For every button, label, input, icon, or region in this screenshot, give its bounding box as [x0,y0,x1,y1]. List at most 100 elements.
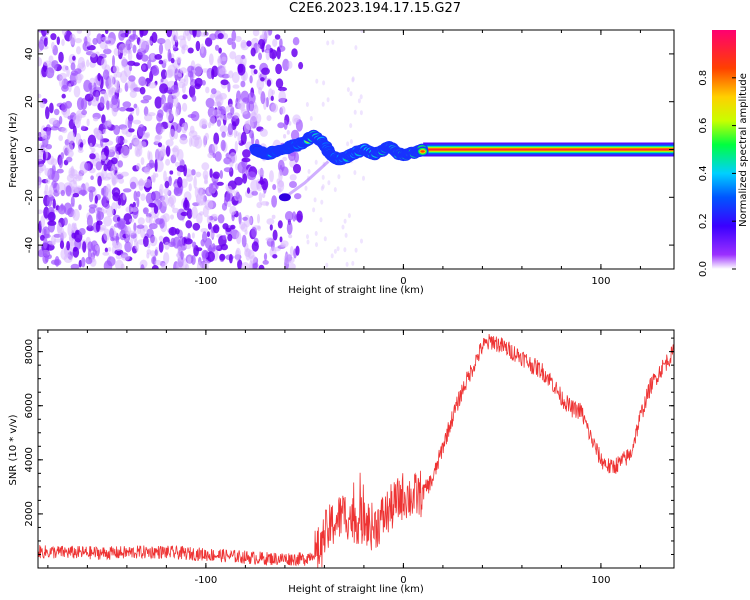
heatmap-cell [70,62,76,71]
heatmap-cell [228,70,234,79]
heatmap-cell [181,83,186,94]
heatmap-cell [157,109,164,118]
heatmap-cell [272,184,277,190]
heatmap-cell [277,220,283,229]
heatmap-cell [222,234,227,240]
heatmap-cell [38,181,42,189]
heatmap-cell [346,141,350,147]
heatmap-cell [137,217,145,225]
heatmap-cell [56,168,64,174]
heatmap-cell [323,236,327,242]
heatmap-cell [205,86,210,94]
heatmap-cell [41,132,48,139]
heatmap-cell [163,252,170,265]
heatmap-cell [177,176,183,188]
heatmap-cell [126,230,136,235]
heatmap-cell [178,78,186,83]
heatmap-cell [72,193,80,198]
heatmap-cell [336,246,340,252]
heatmap-cell [208,183,214,194]
heatmap-cell [217,214,225,224]
heatmap-cell [192,222,201,231]
heatmap-cell [103,48,112,55]
heatmap-cell [96,33,103,45]
heatmap-cell [151,265,159,269]
heatmap-cell [248,217,253,225]
heatmap-cell [48,240,56,246]
heatmap-cell [107,247,112,252]
heatmap-cell [95,161,103,171]
heatmap-cell [137,124,146,137]
heatmap-cell [221,73,230,79]
heatmap-cell [42,233,51,239]
heatmap-cell [154,159,158,172]
heatmap-cell [180,250,184,260]
heatmap-cell [66,143,74,153]
heatmap-cell [75,115,81,129]
heatmap-cell [43,237,48,249]
heatmap-cell [294,193,302,200]
heatmap-cell [173,187,183,197]
heatmap-cell [168,175,172,187]
heatmap-cell [159,183,164,196]
heatmap-cell [143,178,152,188]
heatmap-cell [142,95,152,101]
heatmap-cell [176,56,182,63]
heatmap-cell [137,180,145,187]
heatmap-cell [295,119,303,132]
heatmap-cell [133,190,138,202]
heatmap-cell [72,209,80,221]
heatmap-cell [160,144,166,158]
heatmap-cell [95,130,103,140]
heatmap-cell [69,241,75,252]
heatmap-cell [89,77,96,85]
heatmap-cell [190,111,200,122]
heatmap-cell [315,242,318,248]
heatmap-cell [293,117,300,123]
heatmap-cell [93,117,99,122]
heatmap-cell [257,168,265,176]
heatmap-cell [86,59,90,68]
heatmap-cell [121,254,130,261]
heatmap-cell [199,32,207,37]
heatmap-cell [185,220,193,229]
heatmap-cell [209,33,217,41]
heatmap-cell [217,58,222,64]
heatmap-cell [283,134,287,139]
heatmap-cell [66,240,70,251]
heatmap-cell [201,80,206,86]
heatmap-cell [230,224,236,230]
heatmap-cell [47,189,53,198]
heatmap-cell [49,102,54,114]
heatmap-cell [349,123,353,129]
colorbar [712,30,736,269]
heatmap-cell [89,142,93,150]
heatmap-cell [165,102,174,109]
heatmap-cell [277,180,285,192]
heatmap-cell [177,246,182,253]
heatmap-cell [199,118,208,129]
heatmap-cell [283,119,288,130]
heatmap-cell [220,79,229,86]
heatmap-cell [145,192,154,204]
heatmap-cell [286,130,290,135]
heatmap-cell [235,191,240,200]
heatmap-cell [70,80,77,86]
heatmap-cell [182,102,188,112]
heatmap-cell [257,225,261,232]
heatmap-cell [133,62,140,67]
heatmap-cell [189,71,194,83]
heatmap-cell [201,162,210,171]
heatmap-cell [271,214,276,219]
heatmap-cell [110,237,115,242]
heatmap-cell [202,205,209,218]
heatmap-cell [121,127,129,135]
heatmap-cell [58,51,64,64]
heatmap-cell [298,61,304,70]
heatmap-cell [235,35,242,43]
heatmap-cell [229,253,233,264]
heatmap-cell [158,43,164,55]
heatmap-cell [47,220,57,226]
heatmap-cell [103,202,110,209]
heatmap-cell [54,256,60,267]
